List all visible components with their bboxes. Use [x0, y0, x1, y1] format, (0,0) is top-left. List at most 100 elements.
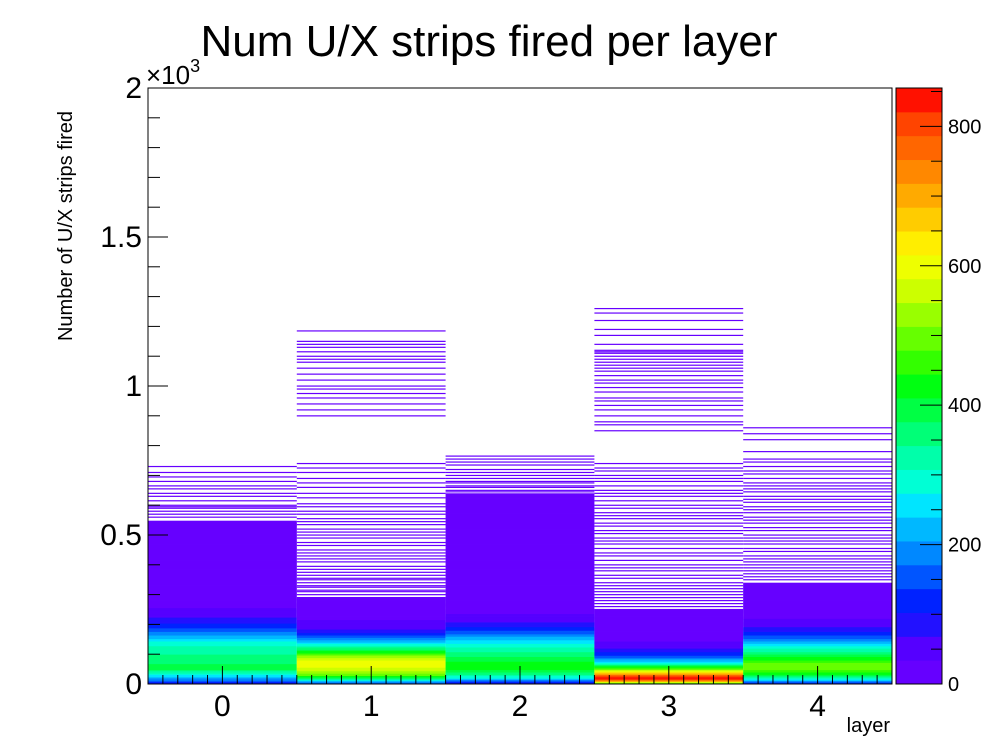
heatmap-cell [445, 552, 595, 555]
heatmap-cell [743, 433, 892, 435]
heatmap-cell [445, 602, 595, 605]
heatmap-cell [594, 537, 744, 539]
heatmap-cell [743, 656, 892, 659]
heatmap-cell [594, 658, 744, 661]
heatmap-cell [743, 461, 892, 463]
colorbar [896, 88, 942, 685]
heatmap-cell [148, 643, 297, 646]
heatmap-cell [296, 626, 446, 629]
heatmap-cell [148, 620, 297, 623]
heatmap-cell [296, 506, 446, 508]
heatmap-cell [296, 392, 446, 395]
heatmap-cell [594, 657, 744, 660]
heatmap-cell [594, 630, 744, 632]
colorbar-tick-label: 0 [948, 674, 959, 696]
heatmap-cell [594, 552, 744, 554]
heatmap-cell [594, 577, 744, 579]
heatmap-cell [743, 579, 892, 581]
heatmap-cell [148, 476, 297, 478]
heatmap-cell [148, 639, 297, 642]
heatmap-cell [148, 527, 297, 530]
heatmap-cell [594, 328, 744, 331]
heatmap-cell [743, 439, 892, 441]
heatmap-cell [296, 663, 446, 666]
heatmap-cell [743, 607, 892, 610]
heatmap-cell [445, 656, 595, 659]
x-tick-label: 2 [512, 690, 529, 723]
heatmap-cell [148, 645, 297, 648]
heatmap-cell [445, 598, 595, 600]
heatmap-cell [148, 561, 297, 563]
y-axis-ticks: 0 0.5 1 1.5 2 [100, 72, 168, 701]
heatmap-cell [594, 570, 744, 572]
colorbar-frame [895, 87, 943, 685]
heatmap-cell [296, 486, 446, 488]
heatmap-cell [445, 608, 595, 611]
heatmap-cell [148, 624, 297, 626]
colorbar-segment [896, 302, 942, 327]
heatmap-cell [743, 561, 892, 563]
heatmap-cell [594, 635, 744, 637]
heatmap-cell [445, 468, 595, 471]
y-tick-label: 1.5 [100, 221, 142, 254]
heatmap-cell [445, 525, 595, 528]
heatmap-cell [445, 546, 595, 549]
heatmap-cell [743, 642, 892, 644]
heatmap-cell [445, 530, 595, 532]
column-1 [296, 330, 446, 685]
heatmap-cell [445, 519, 595, 522]
heatmap-cell [296, 619, 446, 622]
heatmap-cell [594, 400, 744, 402]
heatmap-cell [148, 642, 297, 644]
heatmap-cell [445, 506, 595, 508]
heatmap-cell [594, 603, 744, 605]
heatmap-cell [594, 512, 744, 514]
colorbar-segment [896, 493, 942, 518]
heatmap-cell [743, 622, 892, 624]
heatmap-cell [743, 451, 892, 453]
heatmap-cell [445, 660, 595, 662]
heatmap-cell [148, 660, 297, 662]
heatmap-cell [445, 616, 595, 618]
colorbar-segment [896, 231, 942, 256]
heatmap-cell [743, 620, 892, 623]
heatmap-cell [148, 647, 297, 649]
heatmap-cell [148, 556, 297, 559]
heatmap-cell [743, 594, 892, 597]
heatmap-cell [594, 367, 744, 369]
heatmap-cell [594, 662, 744, 665]
heatmap-cell [594, 618, 744, 621]
heatmap-cell [296, 600, 446, 603]
heatmap-cell [296, 660, 446, 662]
heatmap-cell [594, 352, 744, 354]
heatmap-cell [148, 585, 297, 587]
heatmap-cell [296, 611, 446, 613]
heatmap-cell [594, 415, 744, 417]
heatmap-cell [445, 455, 595, 457]
colorbar-tick-label: 600 [948, 256, 981, 278]
heatmap-cell [148, 533, 297, 536]
heatmap-cell [296, 524, 446, 526]
heatmap-cell [445, 658, 595, 661]
heatmap-cell [296, 602, 446, 605]
heatmap-cell [148, 636, 297, 638]
heatmap-cell [148, 637, 297, 640]
heatmap-cell [445, 477, 595, 480]
heatmap-cell [148, 626, 297, 629]
heatmap-cell [296, 606, 446, 609]
heatmap-cell [296, 361, 446, 363]
heatmap-cell [445, 644, 595, 647]
heatmap-cell [445, 641, 595, 643]
heatmap-cell [445, 489, 595, 491]
heatmap-cell [743, 610, 892, 612]
heatmap-cell [148, 565, 297, 568]
heatmap-cell [148, 542, 297, 544]
heatmap-cell [594, 515, 744, 517]
heatmap-cell [296, 462, 446, 465]
heatmap-cell [594, 585, 744, 587]
heatmap-cell [148, 593, 297, 595]
heatmap-cell [445, 574, 595, 576]
heatmap-cell [296, 531, 446, 533]
column-2 [445, 455, 595, 685]
heatmap-cell [594, 591, 744, 593]
